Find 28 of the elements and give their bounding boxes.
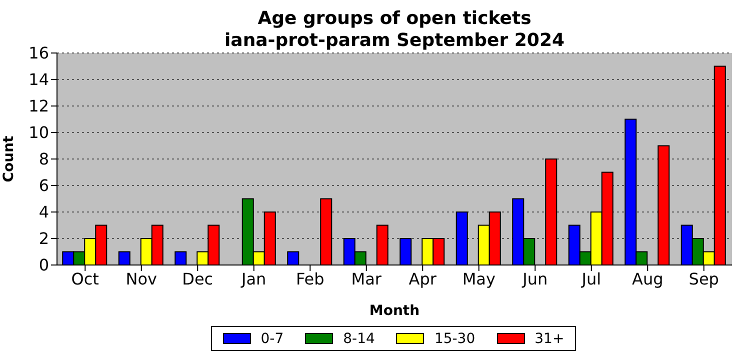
chart-title: Age groups of open tickets iana-prot-param September 2024 xyxy=(224,8,566,52)
x-tick-label: Sep xyxy=(688,269,719,288)
x-tick-label: Jan xyxy=(240,269,266,288)
x-tick-label: Jun xyxy=(522,269,548,288)
y-tick-label: 0 xyxy=(38,256,49,275)
y-tick-label: 8 xyxy=(38,150,49,169)
y-tick-label: 16 xyxy=(28,44,49,63)
x-tick-label: Aug xyxy=(632,269,664,288)
y-tick-label: 2 xyxy=(38,229,49,248)
x-tick-label: Nov xyxy=(126,269,157,288)
x-tick-label: Apr xyxy=(408,269,437,288)
x-axis-title: Month xyxy=(369,303,420,319)
y-axis-title: Count xyxy=(0,135,17,182)
y-tick-label: 10 xyxy=(28,123,49,142)
x-tick-label: Mar xyxy=(351,269,382,288)
x-tick-label: Dec xyxy=(182,269,214,288)
x-tick-label: Feb xyxy=(296,269,324,288)
y-tick-label: 12 xyxy=(28,96,49,116)
x-tick-label: Jul xyxy=(580,269,602,288)
legend-label: 0-7 xyxy=(260,330,284,346)
legend-label: 31+ xyxy=(534,330,564,346)
y-tick-label: 4 xyxy=(38,202,49,222)
legend-label: 8-14 xyxy=(343,330,375,346)
x-tick-label: May xyxy=(462,269,496,288)
y-tick-label: 6 xyxy=(38,176,49,196)
y-tick-label: 14 xyxy=(28,70,49,90)
x-tick-label: Oct xyxy=(71,269,99,288)
legend-label: 15-30 xyxy=(434,330,476,346)
